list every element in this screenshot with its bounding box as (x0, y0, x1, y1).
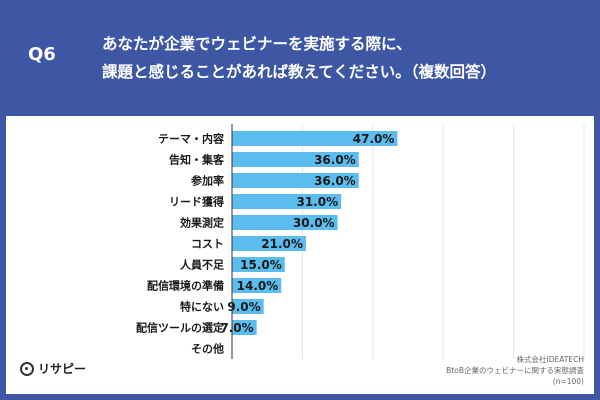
category-label: リード獲得 (169, 195, 224, 209)
value-label: 15.0% (240, 258, 282, 272)
category-label: その他 (191, 342, 224, 356)
bar-chart: テーマ・内容 47.0% 告知・集客 36.0% 参加率 36.0% リード獲得 31.0% 効… (136, 124, 585, 359)
value-label: 47.0% (353, 132, 395, 146)
bar (232, 320, 257, 335)
logo-icon (20, 361, 34, 376)
category-label: 告知・集客 (169, 153, 225, 167)
bar (232, 131, 398, 146)
source-company: 株式会社IDEATECH (516, 355, 584, 364)
value-label: 36.0% (314, 174, 356, 188)
value-label: 14.0% (237, 279, 279, 293)
chart-panel: テーマ・内容 47.0% 告知・集客 36.0% 参加率 36.0% リード獲得 31.0% 効… (6, 116, 594, 394)
source-note: 株式会社IDEATECH BtoB企業のウェビナーに関する実態調査 (n=100… (446, 354, 584, 387)
bars (232, 131, 398, 335)
category-label: コスト (191, 238, 224, 251)
question-text: あなたが企業でウェビナーを実施する際に、 課題と感じることがあれば教えてください… (102, 30, 572, 86)
category-label: 参加率 (191, 174, 224, 188)
bar (232, 173, 359, 188)
question-number: Q6 (28, 44, 56, 65)
category-label: 配信環境の準備 (147, 279, 224, 293)
header: Q6 あなたが企業でウェビナーを実施する際に、 課題と感じることがあれば教えてく… (0, 0, 600, 112)
labels: テーマ・内容 47.0% 告知・集客 36.0% 参加率 36.0% リード獲得 31.0% 効… (136, 132, 394, 356)
question-line-1: あなたが企業でウェビナーを実施する際に、 (102, 35, 412, 53)
bar (232, 257, 285, 272)
bar (232, 278, 282, 293)
value-label: 7.0% (220, 321, 253, 335)
source-survey: BtoB企業のウェビナーに関する実態調査 (446, 366, 584, 375)
category-label: 人員不足 (180, 258, 225, 272)
source-sample-size: (n=100) (552, 377, 584, 386)
bar (232, 236, 306, 251)
brand-logo: リサピー (20, 360, 86, 377)
bar (232, 299, 264, 314)
category-label: 特にない (180, 300, 224, 314)
bar (232, 194, 342, 209)
value-label: 31.0% (296, 195, 338, 209)
bar (232, 152, 359, 167)
value-label: 36.0% (314, 153, 356, 167)
bar (232, 215, 338, 230)
category-label: 配信ツールの選定 (136, 321, 224, 335)
category-label: 効果測定 (180, 216, 224, 230)
category-label: テーマ・内容 (158, 132, 224, 146)
value-label: 30.0% (293, 216, 335, 230)
value-label: 21.0% (261, 237, 303, 251)
value-label: 9.0% (227, 300, 260, 314)
logo-text: リサピー (38, 362, 87, 376)
grid-lines (301, 124, 585, 359)
question-line-2: 課題と感じることがあれば教えてください。（複数回答） (102, 63, 497, 81)
